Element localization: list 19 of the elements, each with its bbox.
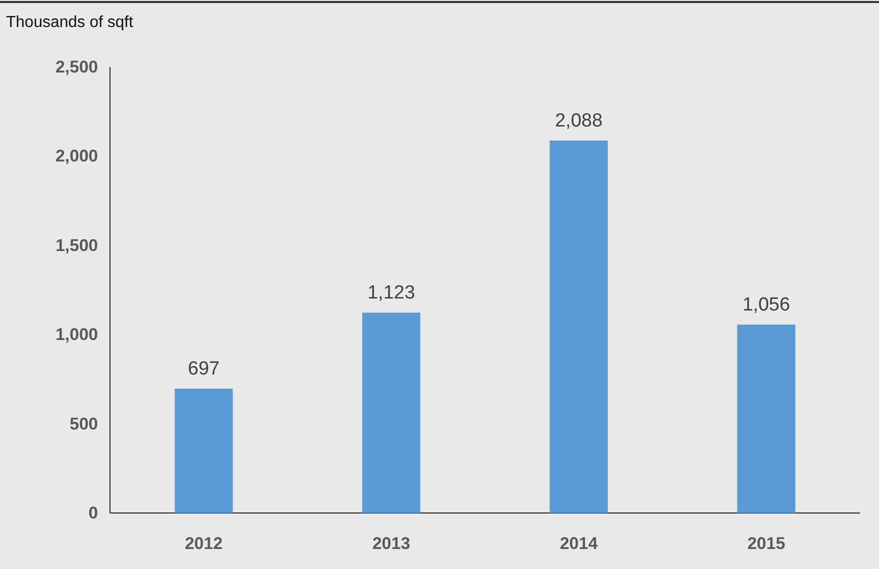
y-tick-label: 2,500 [55, 57, 98, 76]
y-tick-label: 500 [70, 414, 98, 434]
data-label: 1,123 [367, 282, 416, 304]
y-tick-label: 0 [88, 503, 98, 522]
y-tick-label: 1,500 [55, 236, 98, 255]
x-tick-label: 2012 [184, 534, 223, 554]
y-axis-title: Thousands of sqft [6, 14, 134, 31]
bar [737, 324, 796, 513]
y-tick-label: 1,000 [55, 325, 98, 344]
x-tick-label: 2013 [372, 534, 410, 554]
x-tick-label: 2015 [747, 534, 786, 554]
data-label: 2,088 [554, 110, 603, 132]
y-tick-label: 2,000 [55, 146, 98, 166]
data-label: 697 [188, 358, 220, 380]
x-tick-label: 2014 [560, 534, 598, 554]
data-label: 1,056 [742, 294, 790, 316]
bar [362, 312, 420, 513]
bar [174, 388, 233, 513]
bar [550, 140, 608, 513]
